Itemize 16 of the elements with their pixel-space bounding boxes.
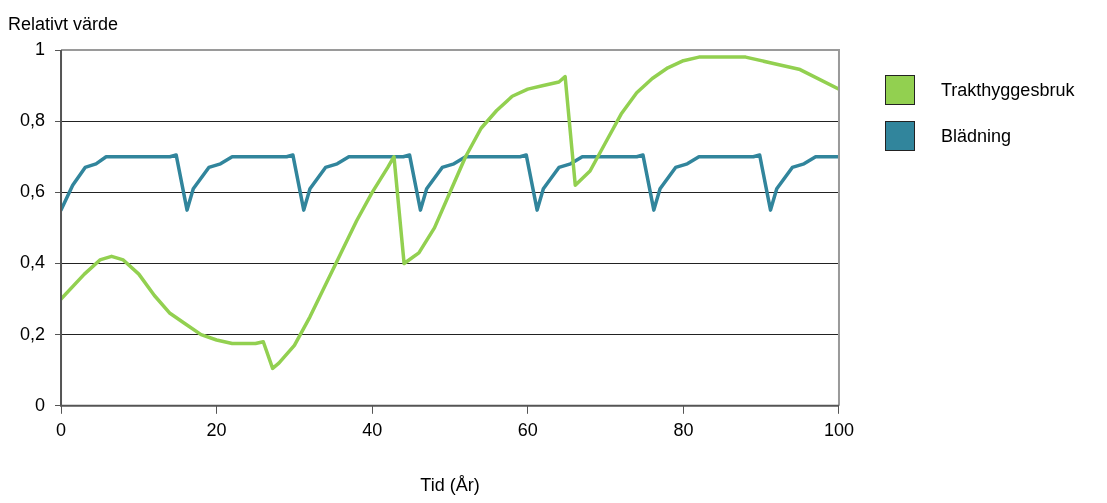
y-tick-label: 1 <box>35 38 46 59</box>
y-tick-label: 0,6 <box>19 181 46 202</box>
y-tick-label: 0,4 <box>19 252 46 273</box>
y-tick-label: 0,2 <box>19 323 46 344</box>
x-tick-label: 0 <box>56 419 67 440</box>
x-tick-label: 60 <box>517 419 538 440</box>
x-tick-label: 20 <box>206 419 227 440</box>
x-tick-label: 40 <box>362 419 383 440</box>
y-axis-title: Relativt värde <box>8 14 119 35</box>
y-tick-label: 0 <box>35 394 46 415</box>
y-tick-label: 0,8 <box>19 110 46 131</box>
x-tick-label: 80 <box>673 419 694 440</box>
legend-label: Blädning <box>941 125 1012 147</box>
x-axis-title: Tid (År) <box>420 475 480 496</box>
legend-label: Trakthyggesbruk <box>941 79 1075 101</box>
x-tick-label: 100 <box>823 419 855 440</box>
